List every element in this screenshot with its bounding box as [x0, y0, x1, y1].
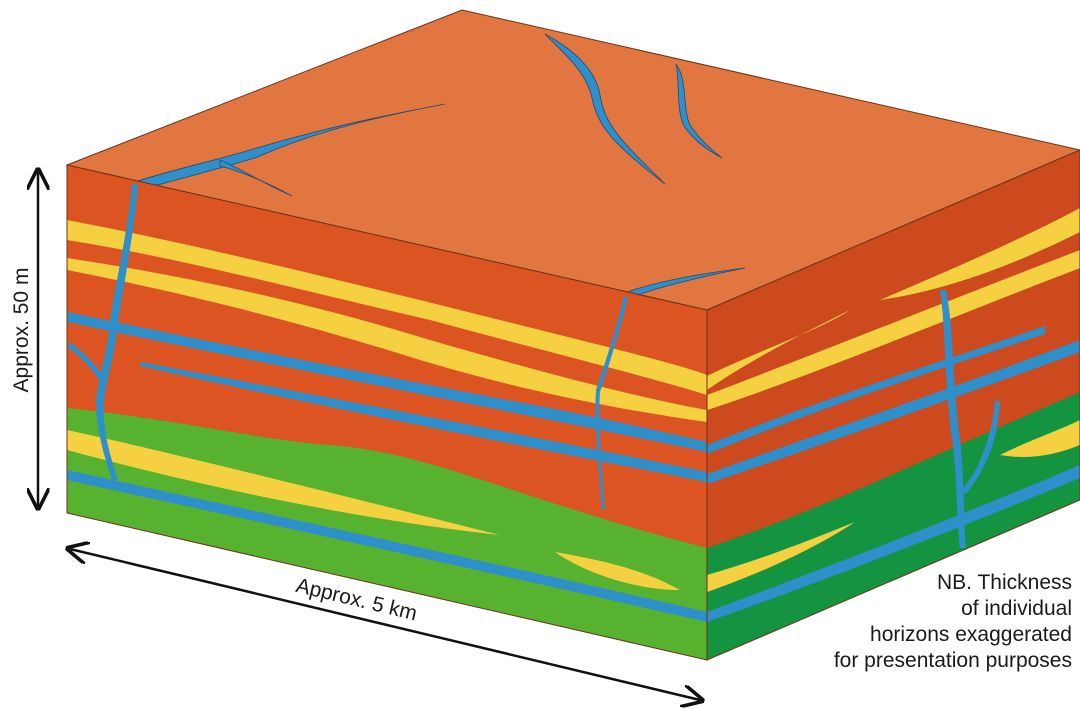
front-yellow-lens-3: [67, 430, 500, 535]
front-yellow-lens-1: [67, 220, 707, 395]
front-channel-vertical-1: [96, 183, 138, 480]
exaggeration-note: NB. Thickness of individual horizons exa…: [834, 570, 1072, 674]
top-channel-meander-1: [544, 33, 666, 185]
note-line: of individual: [961, 597, 1072, 620]
horizontal-scale-arrow: [70, 549, 700, 700]
side-channel-vertical: [940, 290, 966, 548]
side-blue-horizon-2: [707, 340, 1080, 484]
note-line: NB. Thickness: [937, 571, 1072, 594]
side-face: [707, 150, 1080, 660]
front-yellow-lens-2: [67, 258, 707, 422]
front-blue-horizon-2: [140, 362, 707, 482]
top-channels: [131, 33, 746, 299]
side-yellow-lens-5: [707, 522, 855, 592]
side-yellow-lens-4: [1000, 420, 1080, 457]
top-channel-branch-south: [219, 159, 293, 197]
side-blue-horizon-3: [707, 465, 1080, 622]
vertical-scale-label: Approx. 50 m: [10, 268, 33, 393]
side-channel-branch: [962, 400, 1000, 494]
side-blue-horizon-1: [707, 326, 1045, 454]
side-yellow-lens-2: [707, 310, 850, 390]
front-channel-branch-1: [68, 342, 104, 382]
note-line: for presentation purposes: [833, 649, 1072, 672]
top-channel-meander-2: [675, 63, 723, 159]
side-yellow-lens-3: [707, 250, 1080, 410]
note-line: horizons exaggerated: [870, 623, 1072, 646]
front-blue-horizon-1: [67, 312, 707, 452]
